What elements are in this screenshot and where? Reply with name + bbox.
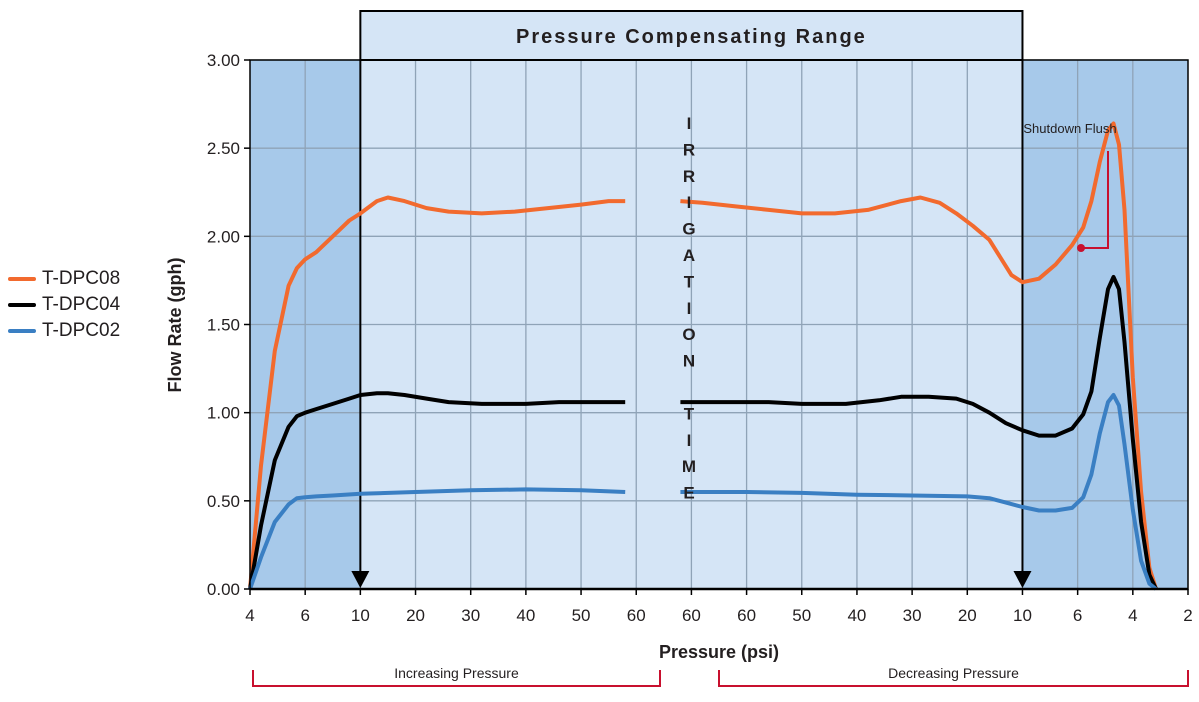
x-tick-label: 30 bbox=[461, 606, 480, 625]
irrigation-time-letter: T bbox=[684, 404, 695, 423]
x-tick-label: 50 bbox=[792, 606, 811, 625]
x-tick-label: 20 bbox=[406, 606, 425, 625]
range-header-label: Pressure Compensating Range bbox=[516, 26, 867, 48]
irrigation-time-letter: I bbox=[687, 193, 692, 212]
x-tick-label: 4 bbox=[1128, 606, 1137, 625]
irrigation-time-letter: A bbox=[683, 246, 695, 265]
series-line bbox=[680, 393, 1158, 591]
legend-label: T-DPC02 bbox=[42, 320, 121, 341]
legend-item: T-DPC08 bbox=[8, 266, 120, 292]
irrigation-time-letter: T bbox=[684, 272, 695, 291]
x-tick-label: 6 bbox=[1073, 606, 1082, 625]
x-tick-label: 60 bbox=[682, 606, 701, 625]
irrigation-time-letter: M bbox=[682, 457, 696, 476]
x-tick-label: 2 bbox=[1183, 606, 1192, 625]
shutdown-flush-marker bbox=[1077, 244, 1085, 252]
legend-item: T-DPC02 bbox=[8, 318, 120, 344]
y-tick-label: 3.00 bbox=[207, 51, 240, 70]
x-tick-label: 10 bbox=[351, 606, 370, 625]
y-tick-label: 2.50 bbox=[207, 139, 240, 158]
y-tick-label: 0.00 bbox=[207, 580, 240, 599]
legend-swatch bbox=[8, 303, 36, 307]
x-tick-label: 4 bbox=[245, 606, 254, 625]
x-axis-title: Pressure (psi) bbox=[659, 642, 779, 662]
y-axis-title: Flow Rate (gph) bbox=[165, 258, 185, 393]
x-tick-label: 40 bbox=[516, 606, 535, 625]
range-boundary-arrow bbox=[1013, 571, 1032, 588]
range-boundary-arrow bbox=[351, 571, 370, 588]
series-lines bbox=[248, 121, 1158, 591]
x-tick-label: 40 bbox=[847, 606, 866, 625]
x-tick-label: 30 bbox=[903, 606, 922, 625]
irrigation-time-letter: G bbox=[682, 220, 695, 239]
shutdown-flush-leader bbox=[1081, 151, 1109, 249]
pressure-bracket bbox=[252, 670, 661, 687]
series-line bbox=[248, 391, 626, 590]
range-header-box bbox=[359, 10, 1024, 61]
y-tick-label: 1.00 bbox=[207, 404, 240, 423]
shutdown-flush-label: Shutdown Flush bbox=[1023, 121, 1116, 136]
series-line bbox=[248, 487, 626, 590]
irrigation-time-letter: N bbox=[683, 352, 695, 371]
x-tick-label: 60 bbox=[627, 606, 646, 625]
series-line bbox=[680, 274, 1158, 590]
irrigation-time-letter: I bbox=[687, 431, 692, 450]
x-tick-label: 6 bbox=[300, 606, 309, 625]
legend-item: T-DPC04 bbox=[8, 292, 120, 318]
irrigation-time-letter: R bbox=[683, 167, 695, 186]
irrigation-time-letter: O bbox=[682, 325, 695, 344]
irrigation-time-letter: R bbox=[683, 140, 695, 159]
x-tick-label: 60 bbox=[737, 606, 756, 625]
y-tick-label: 2.00 bbox=[207, 227, 240, 246]
irrigation-time-letter: I bbox=[687, 114, 692, 133]
pressure-direction-brackets: Increasing Pressure Decreasing Pressure bbox=[252, 665, 1189, 687]
legend: T-DPC08 T-DPC04 T-DPC02 bbox=[8, 266, 120, 344]
legend-swatch bbox=[8, 277, 36, 281]
legend-label: T-DPC08 bbox=[42, 268, 121, 289]
legend-swatch bbox=[8, 329, 36, 333]
pressure-bracket bbox=[718, 670, 1189, 687]
pressure-bracket-label: Decreasing Pressure bbox=[888, 665, 1019, 681]
y-tick-label: 0.50 bbox=[207, 492, 240, 511]
axes: 0.00 0.50 1.00 1.50 2.00 2.50 3.00 4 6 10 20 30 40 50… bbox=[165, 51, 1193, 662]
x-tick-label: 20 bbox=[958, 606, 977, 625]
y-tick-label: 1.50 bbox=[207, 316, 240, 335]
legend-label: T-DPC04 bbox=[42, 294, 121, 315]
series-line bbox=[248, 195, 626, 590]
x-tick-label: 50 bbox=[572, 606, 591, 625]
pressure-compensating-range-box: Pressure Compensating Range bbox=[351, 10, 1032, 588]
series-line bbox=[680, 121, 1158, 590]
x-tick-label: 10 bbox=[1013, 606, 1032, 625]
irrigation-time-letter: I bbox=[687, 299, 692, 318]
shutdown-flush-annotation: Shutdown Flush bbox=[1023, 121, 1117, 252]
irrigation-time-letter: E bbox=[683, 484, 694, 503]
pressure-bracket-label: Increasing Pressure bbox=[394, 665, 519, 681]
